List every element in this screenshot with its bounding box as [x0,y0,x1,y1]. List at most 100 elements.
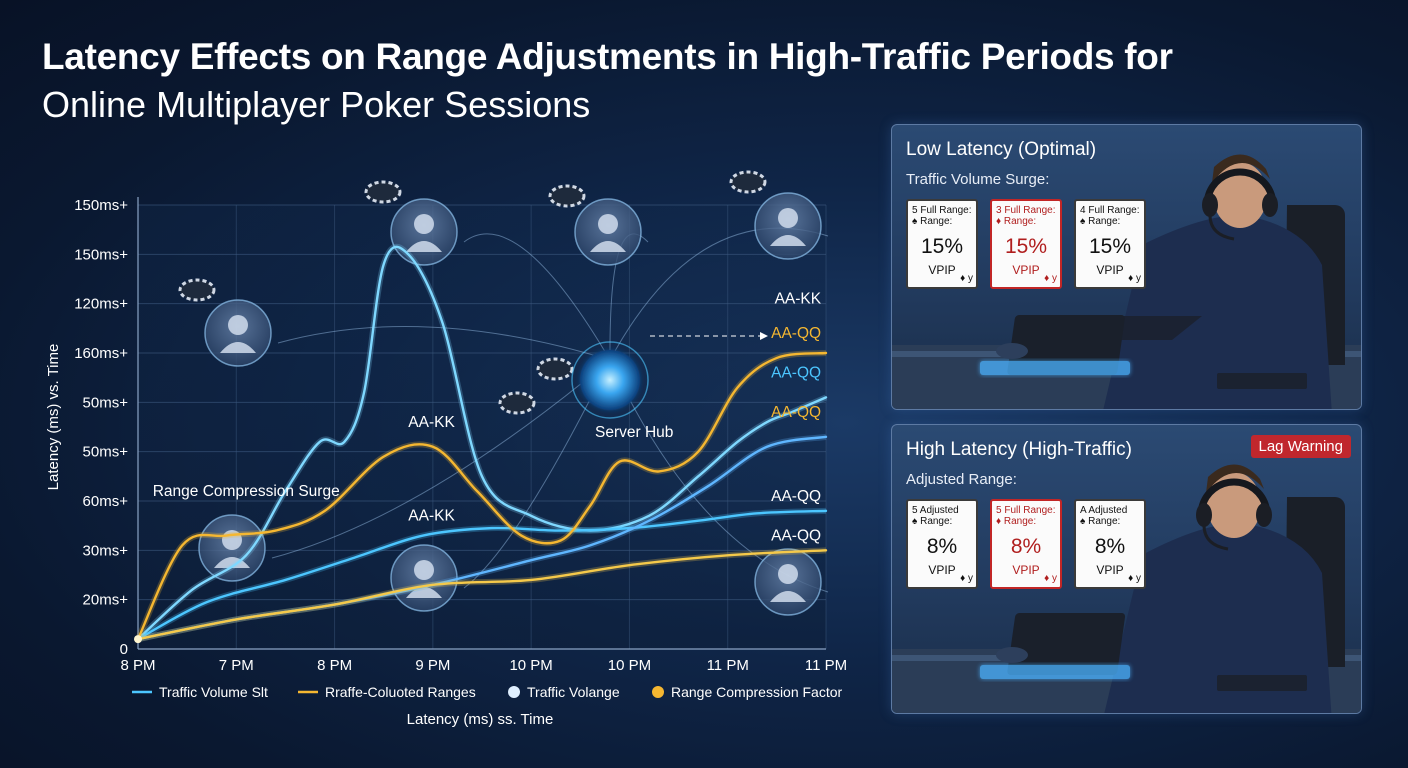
panel-title: High Latency (High-Traffic) [906,439,1132,460]
range-card: 5 Full Range: ♦ Range: 8% VPIP ♦ y [990,499,1062,589]
chart-title-line2: Online Multiplayer Poker Sessions [42,84,591,125]
connection-line [463,359,611,589]
y-tick-label: 60ms+ [83,493,129,510]
lag-warning-badge: Lag Warning [1250,435,1351,458]
card-percentage: 15% [1004,235,1048,258]
range-card: A Adjusted ♠ Range: 8% VPIP ♦ y [1074,499,1146,589]
card-percentage: 15% [920,235,964,258]
y-tick-label: 0 [120,641,128,658]
poker-chip-icon [729,170,767,194]
avatar-body [590,241,626,252]
legend-swatch-dot [508,686,520,698]
legend-label: Traffic Volange [527,684,620,700]
connection-line [463,233,611,361]
legend-label: Traffic Volume Slt [159,684,268,700]
avatar-head [414,560,434,580]
x-tick-label: 10 PM [509,657,552,674]
avatar-head [414,214,434,234]
legend-swatch-dot [652,686,664,698]
y-tick-label: 150ms+ [74,246,128,263]
card-vpip-label: VPIP [928,263,956,277]
panel-title: Low Latency (Optimal) [906,139,1097,160]
avatar-head [778,564,798,584]
origin-point [134,635,142,644]
series-line [136,509,828,641]
annotation-label: AA-QQ [771,527,821,544]
y-tick-label: 150ms+ [74,197,128,214]
y-tick-label: 50ms+ [83,444,129,461]
avatar-body [406,241,442,252]
x-tick-label: 7 PM [219,657,254,674]
connection-line [277,326,611,361]
y-tick-label: 20ms+ [83,592,129,609]
legend: Traffic Volume Slt Rraffe-Coluoted Ranges… [132,684,843,700]
diamond-suit-icon: ♦ y [1128,573,1141,584]
annotation-label: AA-KK [775,291,822,308]
y-tick-label: 30ms+ [83,542,129,559]
series-line [136,245,828,641]
x-tick-label: 8 PM [120,657,155,674]
network-decor [178,170,829,616]
poker-chip-icon [364,180,402,204]
annotation-label: AA-KK [408,414,455,431]
x-tick-label: 9 PM [415,657,450,674]
card-percentage: 8% [1010,535,1042,558]
annotation-label: Server Hub [595,424,673,441]
card-percentage: 15% [1088,235,1132,258]
series-line [136,351,828,641]
avatar-head [598,214,618,234]
legend-label: Range Compression Factor [671,684,843,700]
x-tick-label: 11 PM [707,657,749,674]
x-axis-label: Latency (ms) ss. Time [407,711,554,728]
range-card: 3 Full Range: ♦ Range: 15% VPIP ♦ y [990,199,1062,289]
card-percentage: 8% [926,535,958,558]
range-card: 5 Adjusted ♠ Range: 8% VPIP ♦ y [906,499,978,589]
panel-subtitle: Adjusted Range: [906,471,1017,488]
y-tick-label: 50ms+ [83,394,129,411]
x-tick-label: 10 PM [608,657,651,674]
series-line [136,549,828,641]
diamond-suit-icon: ♦ y [1128,273,1141,284]
avatar-body [220,342,256,353]
card-vpip-label: VPIP [1096,263,1124,277]
range-card: 5 Full Range: ♠ Range: 15% VPIP ♦ y [906,199,978,289]
axis-ticks: 0 20ms+ 30ms+ 60ms+ 50ms+ 50ms+ 160ms+ 120ms+ 15… [74,197,847,674]
card-vpip-label: VPIP [928,563,956,577]
poker-chip-icon [536,357,574,381]
diamond-suit-icon: ♦ y [960,573,973,584]
legend-label: Rraffe-Coluoted Ranges [325,684,476,700]
avatar-head [778,208,798,228]
card-corner: A Adjusted ♠ Range: [1080,505,1128,527]
avatar-body [770,235,806,246]
poker-chip-icon [548,184,586,208]
card-vpip-label: VPIP [1096,563,1124,577]
annotation-label: Range Compression Surge [153,483,340,500]
x-tick-label: 11 PM [805,657,847,674]
player-scene-illustration [892,154,1361,409]
connection-line [271,359,611,559]
annotation-label: AA-QQ [771,404,821,421]
avatar-head [228,315,248,335]
card-percentage: 8% [1094,535,1126,558]
card-corner: 5 Full Range: ♦ Range: [996,505,1056,527]
server-hub-ring [571,341,649,419]
poker-chip-icon [178,278,216,302]
latency-line-chart: 0 20ms+ 30ms+ 60ms+ 50ms+ 50ms+ 160ms+ 120ms+ 15… [74,170,847,728]
annotation-label: AA-QQ [771,365,821,382]
diamond-suit-icon: ♦ y [1044,573,1057,584]
card-corner: 4 Full Range: ♠ Range: [1080,205,1140,227]
high-latency-panel: High Latency (High-Traffic) Lag Warning … [891,424,1362,714]
diamond-suit-icon: ♦ y [960,273,973,284]
low-latency-panel: Low Latency (Optimal) Traffic Volume Sur… [891,124,1362,410]
diamond-suit-icon: ♦ y [1044,273,1057,284]
x-tick-label: 8 PM [317,657,352,674]
annotation-label: AA-QQ [771,325,821,342]
avatar-body [770,591,806,602]
annotations: AA-KK AA-QQ AA-QQ AA-QQ AA-QQ AA-QQ AA-KK AA-KK… [153,291,822,545]
range-card: 4 Full Range: ♠ Range: 15% VPIP ♦ y [1074,199,1146,289]
annotation-label: AA-KK [408,508,455,525]
poker-chip-icon [498,391,536,415]
y-tick-label: 160ms+ [74,345,128,362]
card-corner: 3 Full Range: ♦ Range: [996,205,1056,227]
card-vpip-label: VPIP [1012,563,1040,577]
